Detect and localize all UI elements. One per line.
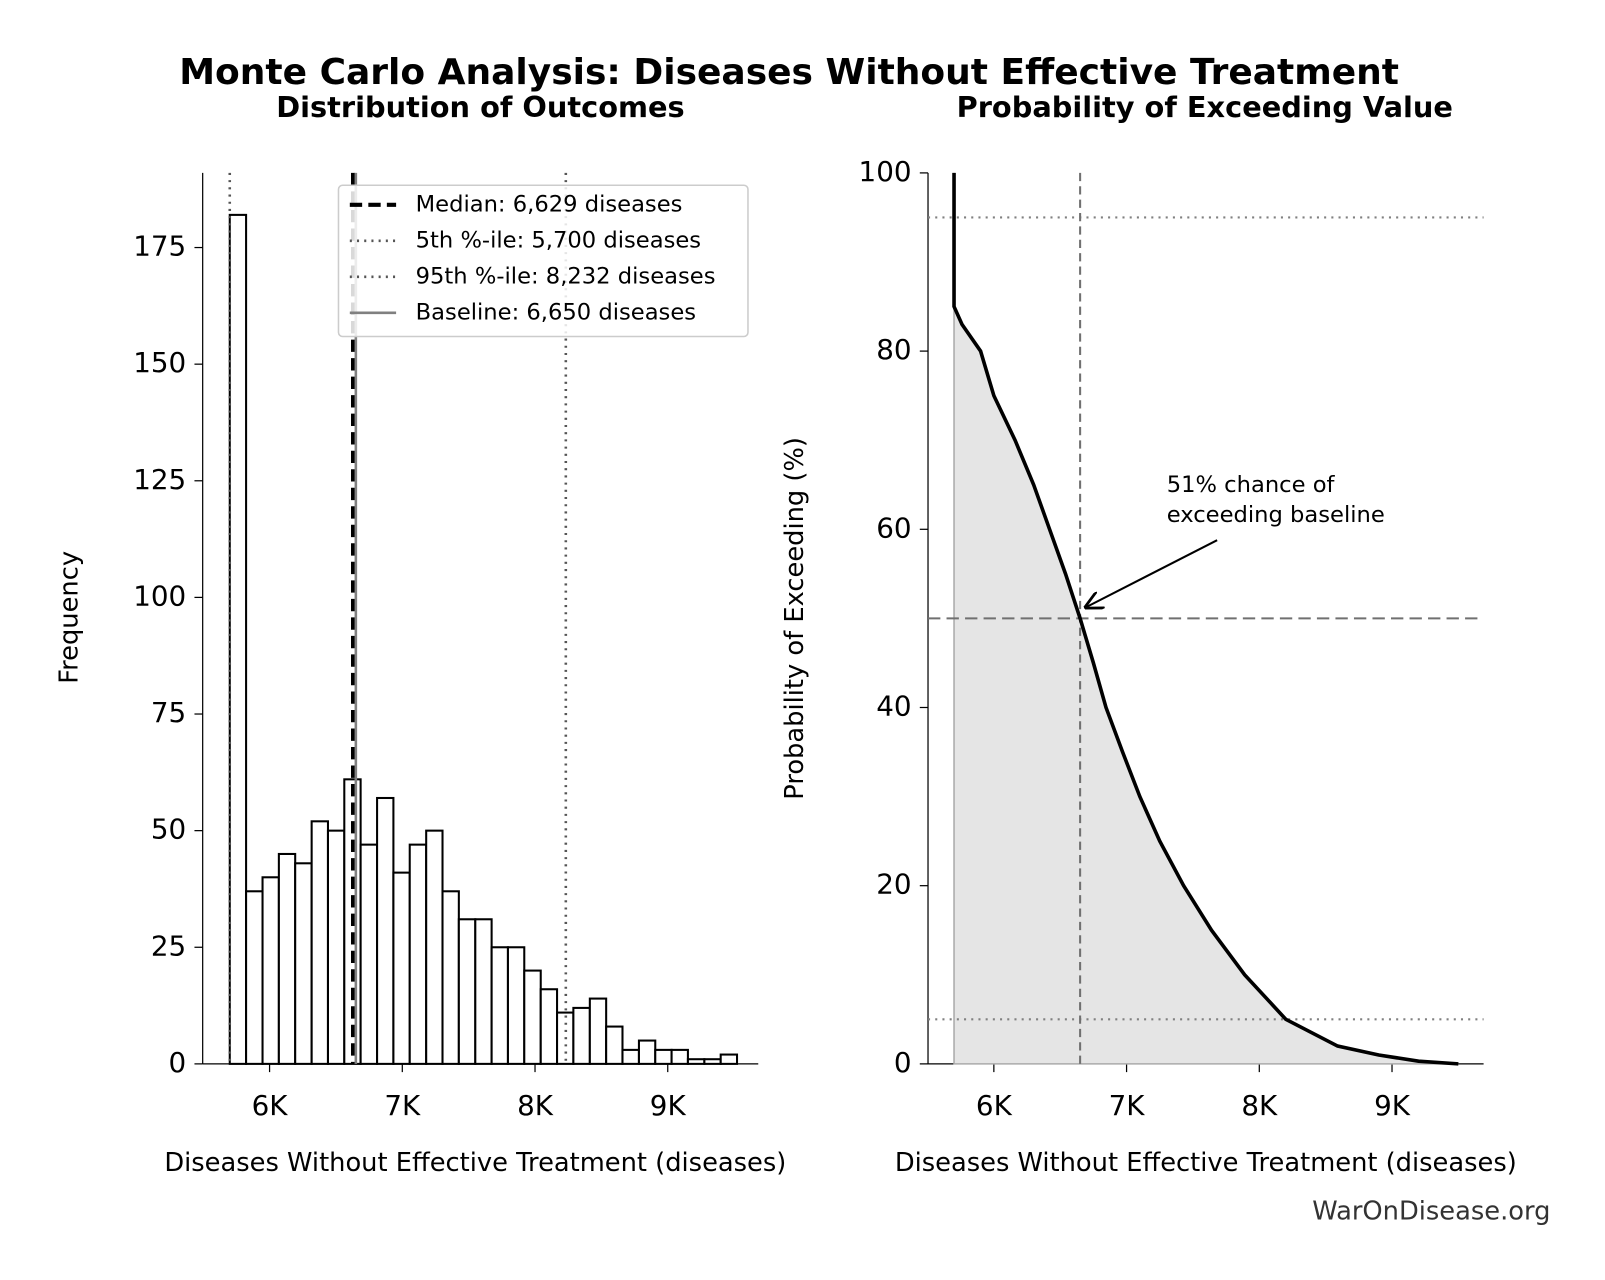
y-tick-label: 20: [876, 868, 911, 901]
histogram-bar: [605, 1025, 624, 1065]
x-axis-label: Diseases Without Effective Treatment (di…: [895, 1148, 1517, 1178]
figure-title: Monte Carlo Analysis: Diseases Without E…: [179, 52, 1399, 93]
watermark: WarOnDisease.org: [1312, 1197, 1550, 1227]
histogram-bar: [408, 843, 428, 1065]
annotation-arrow: [1084, 539, 1218, 608]
y-tick-label: 175: [133, 230, 186, 263]
x-tick-label: 7K: [1109, 1089, 1146, 1122]
histogram-bar: [245, 890, 264, 1065]
histogram-bar: [376, 796, 395, 1065]
x-tick-label: 7K: [384, 1089, 421, 1122]
y-tick-label: 0: [894, 1046, 912, 1079]
y-tick-label: 100: [859, 155, 912, 188]
histogram-bar: [392, 871, 411, 1065]
legend-label: Baseline: 6,650 diseases: [416, 299, 696, 325]
histogram-bar: [703, 1058, 722, 1065]
histogram-bar: [719, 1053, 739, 1065]
histogram-bar: [310, 820, 330, 1065]
y-tick-label: 0: [169, 1046, 187, 1079]
histogram-bar: [572, 1006, 591, 1065]
histogram-bar: [654, 1048, 673, 1065]
legend: Median: 6,629 diseases 5th %-ile: 5,700 d…: [337, 184, 749, 338]
histogram-bar: [670, 1048, 689, 1065]
histogram-bar: [523, 969, 542, 1065]
x-tick-label: 8K: [1241, 1089, 1278, 1122]
x-tick-label: 6K: [976, 1089, 1013, 1122]
histogram-bar: [425, 829, 444, 1065]
histogram-bar: [637, 1039, 657, 1065]
y-tick-label: 100: [133, 579, 186, 612]
histogram-bar: [228, 213, 248, 1065]
histogram-bar: [261, 876, 280, 1065]
y-tick-label: 60: [876, 511, 911, 544]
subplot-title: Distribution of Outcomes: [276, 90, 684, 124]
y-tick-label: 40: [876, 689, 911, 722]
legend-label: Median: 6,629 diseases: [416, 191, 683, 217]
histogram-bar: [506, 946, 526, 1065]
x-tick-label: 6K: [252, 1089, 289, 1122]
histogram-bar: [539, 988, 559, 1065]
annotation-text: exceeding baseline: [1167, 502, 1385, 528]
y-tick-label: 150: [133, 346, 186, 379]
histogram-bar: [359, 843, 379, 1065]
y-tick-label: 80: [876, 333, 911, 366]
legend-box: [337, 184, 749, 338]
annotation-text: 51% chance of: [1167, 472, 1336, 498]
histogram-bar: [490, 946, 509, 1065]
histogram-bar: [621, 1048, 640, 1065]
legend-label: 95th %-ile: 8,232 diseases: [416, 263, 716, 289]
histogram-bar: [441, 890, 460, 1065]
x-tick-label: 9K: [650, 1089, 687, 1122]
histogram-bar: [326, 829, 346, 1065]
y-tick-label: 25: [151, 929, 186, 962]
histogram-bar: [474, 918, 493, 1065]
histogram-bar: [277, 852, 297, 1065]
x-tick-label: 9K: [1374, 1089, 1411, 1122]
histogram-bar: [457, 918, 477, 1065]
y-tick-label: 50: [151, 813, 186, 846]
histogram-bar: [588, 997, 608, 1065]
subplot-title: Probability of Exceeding Value: [957, 90, 1453, 124]
x-axis-label: Diseases Without Effective Treatment (di…: [164, 1148, 786, 1178]
y-tick-label: 75: [151, 696, 186, 729]
y-axis-label: Frequency: [54, 551, 84, 684]
y-tick-label: 125: [133, 463, 186, 496]
histogram-bar: [686, 1058, 706, 1065]
histogram-bar: [294, 862, 313, 1065]
legend-label: 5th %-ile: 5,700 diseases: [416, 227, 701, 253]
survival-line: [952, 172, 1459, 1066]
y-axis-label: Probability of Exceeding (%): [780, 437, 810, 800]
x-tick-label: 8K: [517, 1089, 554, 1122]
